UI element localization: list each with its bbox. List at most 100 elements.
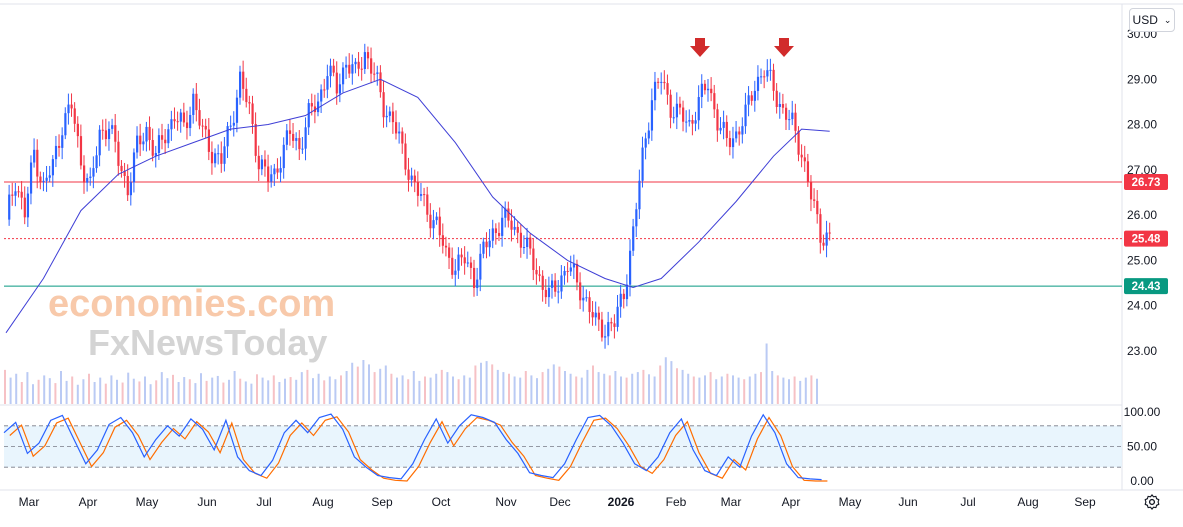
- candle-body: [363, 52, 366, 70]
- candle-body: [554, 280, 557, 292]
- volume-bar: [776, 375, 779, 404]
- candle-body: [435, 216, 438, 221]
- candle-body: [51, 159, 54, 176]
- candle-body: [675, 103, 678, 118]
- volume-bar: [328, 376, 331, 404]
- candle-body: [8, 194, 11, 220]
- candle-body: [332, 65, 335, 73]
- candle-body: [20, 191, 23, 198]
- volume-bar: [513, 376, 516, 404]
- candle-body: [672, 117, 675, 119]
- volume-bar: [356, 366, 359, 404]
- candle-body: [444, 245, 448, 248]
- candle-body: [625, 284, 629, 300]
- volume-bar: [32, 384, 34, 404]
- candle-body: [251, 103, 254, 124]
- candle-body: [707, 88, 710, 91]
- candle-body: [507, 208, 510, 221]
- volume-bar: [457, 379, 460, 404]
- candle-body: [494, 228, 498, 233]
- time-tick-label: Jul: [960, 495, 975, 509]
- candle-body: [744, 104, 747, 127]
- candle-body: [451, 257, 454, 275]
- candle-body: [404, 143, 407, 170]
- volume-bar: [452, 376, 454, 404]
- candle-body: [438, 216, 441, 236]
- candle-body: [682, 107, 685, 122]
- candle-body: [279, 168, 282, 173]
- volume-bar: [65, 380, 68, 404]
- candle-body: [92, 168, 95, 177]
- gear-icon[interactable]: [1143, 493, 1161, 511]
- candle-body: [42, 180, 45, 182]
- candle-body: [273, 168, 276, 175]
- candle-body: [301, 148, 304, 150]
- volume-bar: [54, 383, 57, 404]
- candle-body: [766, 70, 769, 77]
- candle-body: [67, 104, 70, 114]
- candle-body: [145, 126, 148, 142]
- candle-body: [448, 247, 451, 258]
- volume-bar: [558, 366, 561, 404]
- candle-body: [482, 241, 485, 254]
- volume-bar: [524, 371, 527, 404]
- candle-body: [809, 181, 813, 200]
- volume-bar: [233, 371, 236, 404]
- watermark-economies: economies.com: [48, 283, 335, 325]
- volume-bar: [20, 382, 23, 404]
- candle-body: [317, 101, 320, 113]
- candle-body: [647, 130, 650, 139]
- candle-body: [161, 135, 164, 140]
- volume-bar: [177, 382, 180, 404]
- candle-body: [260, 159, 264, 170]
- volume-bar: [194, 383, 197, 404]
- currency-selector[interactable]: USD ⌄: [1129, 8, 1175, 32]
- candle-body: [198, 110, 201, 126]
- candle-body: [713, 93, 716, 110]
- candle-body: [497, 232, 501, 236]
- candle-body: [129, 182, 132, 196]
- candle-body: [635, 209, 638, 227]
- candle-body: [797, 130, 800, 155]
- candle-body: [164, 139, 167, 144]
- candle-body: [348, 64, 351, 74]
- candle-body: [407, 169, 410, 180]
- candle-body: [360, 68, 363, 70]
- volume-bar: [60, 371, 62, 404]
- candle-body: [295, 138, 298, 141]
- candle-body: [432, 220, 435, 229]
- volume-bar: [636, 372, 639, 404]
- time-tick-label: Sep: [371, 495, 393, 509]
- candle-body: [104, 130, 108, 140]
- volume-bar: [99, 377, 102, 404]
- volume-bar: [463, 375, 466, 404]
- volume-bar: [810, 375, 813, 404]
- volume-bar: [592, 365, 594, 404]
- time-tick-label: Jun: [197, 495, 216, 509]
- candle-body: [585, 297, 588, 299]
- candle-body: [323, 89, 326, 91]
- volume-bar: [88, 373, 90, 404]
- candle-body: [781, 104, 785, 108]
- candle-body: [688, 120, 691, 122]
- candle-body: [622, 293, 625, 300]
- candle-body: [685, 121, 688, 123]
- candle-body: [719, 127, 722, 131]
- volume-bar: [491, 364, 494, 404]
- candle-body: [395, 122, 398, 134]
- volume-bar: [368, 364, 370, 404]
- candle-body: [326, 76, 329, 90]
- volume-bar: [4, 369, 6, 404]
- time-tick-label: May: [839, 495, 862, 509]
- volume-bar: [435, 373, 438, 404]
- candle-body: [547, 287, 551, 298]
- candle-body: [214, 153, 217, 164]
- candle-body: [282, 144, 285, 169]
- candle-body: [563, 270, 566, 276]
- candle-body: [285, 130, 288, 145]
- volume-bar: [631, 373, 634, 404]
- volume-bar: [614, 371, 617, 404]
- candle-body: [64, 113, 67, 136]
